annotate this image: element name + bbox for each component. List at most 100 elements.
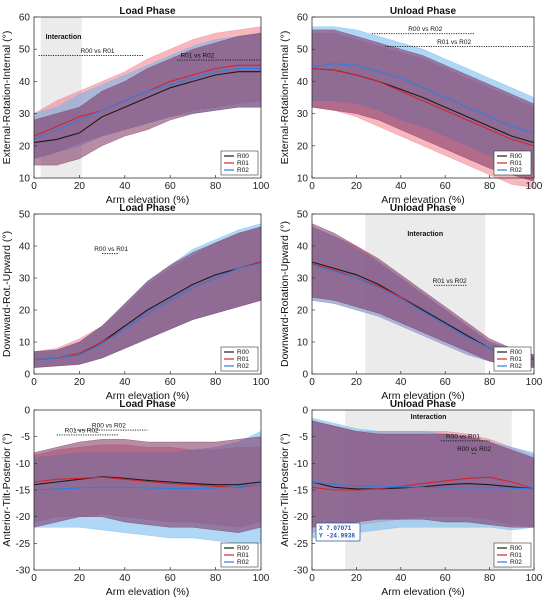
- x-tick-label: 0: [31, 181, 37, 192]
- x-tick-label: 60: [440, 181, 452, 192]
- significance-label: R00 vs R02: [457, 446, 491, 453]
- y-tick-label: 0: [24, 406, 30, 417]
- legend-label: R00: [237, 153, 249, 160]
- x-tick-label: 0: [309, 181, 315, 192]
- y-tick-label: 10: [19, 338, 31, 349]
- y-tick-label: 20: [19, 306, 31, 317]
- x-axis-label: Arm elevation (%): [106, 586, 189, 598]
- significance-label: R01 vs R02: [433, 278, 467, 285]
- x-tick-label: 40: [395, 181, 407, 192]
- x-tick-label: 20: [74, 573, 86, 584]
- series-line-r02: [33, 263, 262, 361]
- y-tick-label: 10: [19, 174, 31, 185]
- sd-band-r00: [311, 29, 535, 182]
- axes-frame: [33, 16, 262, 179]
- y-tick-label: 0: [24, 370, 30, 381]
- significance-label: R01 vs R02: [437, 39, 471, 46]
- significance-label: R00 vs R01: [81, 48, 115, 55]
- legend-label: R01: [237, 356, 249, 363]
- x-tick-label: 100: [253, 573, 270, 584]
- panel-title: Load Phase: [119, 203, 176, 214]
- y-tick-label: 0: [302, 370, 308, 381]
- y-tick-label: -25: [294, 539, 309, 550]
- x-tick-label: 80: [210, 377, 222, 388]
- significance-label: R00 vs R02: [408, 26, 442, 33]
- x-tick-label: 100: [253, 181, 270, 192]
- x-tick-label: 100: [526, 573, 543, 584]
- x-tick-label: 100: [253, 377, 270, 388]
- x-tick-label: 20: [351, 573, 363, 584]
- x-tick-label: 0: [31, 573, 37, 584]
- x-tick-label: 80: [210, 573, 222, 584]
- y-tick-label: 0: [302, 406, 308, 417]
- legend-label: R01: [510, 160, 522, 167]
- interaction-label: Interaction: [46, 34, 82, 41]
- chart-panel-2: 0 20 40 60 80 100 10 20 30 40 50 60 Unload Phase Arm …: [279, 6, 543, 206]
- y-tick-label: -15: [16, 486, 31, 497]
- y-tick-label: 30: [297, 109, 309, 120]
- panel-title: Unload Phase: [390, 399, 457, 410]
- series-line-r02: [33, 67, 261, 140]
- legend-label: R02: [510, 559, 522, 566]
- legend-label: R02: [237, 167, 249, 174]
- y-tick-label: 40: [297, 242, 309, 253]
- x-tick-label: 0: [309, 573, 315, 584]
- x-tick-label: 100: [526, 181, 543, 192]
- x-tick-label: 20: [351, 377, 363, 388]
- legend-label: R00: [510, 153, 522, 160]
- y-tick-label: 20: [297, 141, 309, 152]
- x-tick-label: 40: [119, 181, 131, 192]
- y-axis-label: Downward-Rot.-Upward (°): [1, 231, 13, 357]
- datatip-box: [315, 522, 361, 542]
- y-tick-label: 60: [19, 13, 31, 24]
- legend-label: R02: [510, 167, 522, 174]
- chart-panel-5: 0 20 40 60 80 100 -30 -25 -20 -15 -10 -5 0 Load Phase…: [1, 399, 270, 598]
- datatip-x: X 7.07071: [319, 525, 352, 532]
- y-tick-label: -5: [21, 432, 30, 443]
- axes-frame: [33, 213, 262, 375]
- axes-frame: [311, 16, 535, 179]
- legend-box: [220, 346, 259, 372]
- datatip-y: Y -24.9938: [319, 533, 355, 540]
- series-line-r01: [311, 67, 535, 147]
- x-tick-label: 20: [351, 181, 363, 192]
- y-tick-label: -30: [294, 566, 309, 577]
- legend-label: R02: [237, 559, 249, 566]
- legend-label: R01: [237, 160, 249, 167]
- x-tick-label: 40: [395, 377, 407, 388]
- y-tick-label: 60: [297, 13, 309, 24]
- y-tick-label: 20: [19, 141, 31, 152]
- interaction-label: Interaction: [411, 414, 447, 421]
- legend-label: R01: [510, 552, 522, 559]
- legend-label: R00: [237, 349, 249, 356]
- y-tick-label: -10: [294, 459, 309, 470]
- y-tick-label: 40: [19, 242, 31, 253]
- y-tick-label: 30: [19, 109, 31, 120]
- y-tick-label: -20: [294, 512, 309, 523]
- x-tick-label: 0: [309, 377, 315, 388]
- legend-label: R02: [510, 363, 522, 370]
- series-line-r00: [33, 71, 261, 144]
- significance-label: R00 vs R02: [92, 423, 126, 430]
- interaction-label: Interaction: [407, 231, 443, 238]
- y-tick-label: 50: [297, 45, 309, 56]
- panel-title: Load Phase: [119, 6, 176, 17]
- x-axis-label: Arm elevation (%): [381, 586, 464, 598]
- x-tick-label: 40: [119, 573, 131, 584]
- legend-label: R00: [510, 349, 522, 356]
- y-axis-label: Anterior-Tilt-Posterior (°): [279, 433, 291, 547]
- legend-label: R01: [510, 356, 522, 363]
- y-tick-label: -10: [16, 459, 31, 470]
- significance-label: R01 vs R02: [180, 53, 214, 60]
- y-axis-label: External-Rotation-Internal (°): [279, 31, 291, 165]
- x-tick-label: 100: [526, 377, 543, 388]
- y-tick-label: 40: [297, 77, 309, 88]
- y-tick-label: -25: [16, 539, 31, 550]
- series-line-r02: [311, 481, 535, 490]
- chart-panel-3: 0 20 40 60 80 100 0 10 20 30 40 50 Load Phase Arm ele…: [1, 203, 270, 402]
